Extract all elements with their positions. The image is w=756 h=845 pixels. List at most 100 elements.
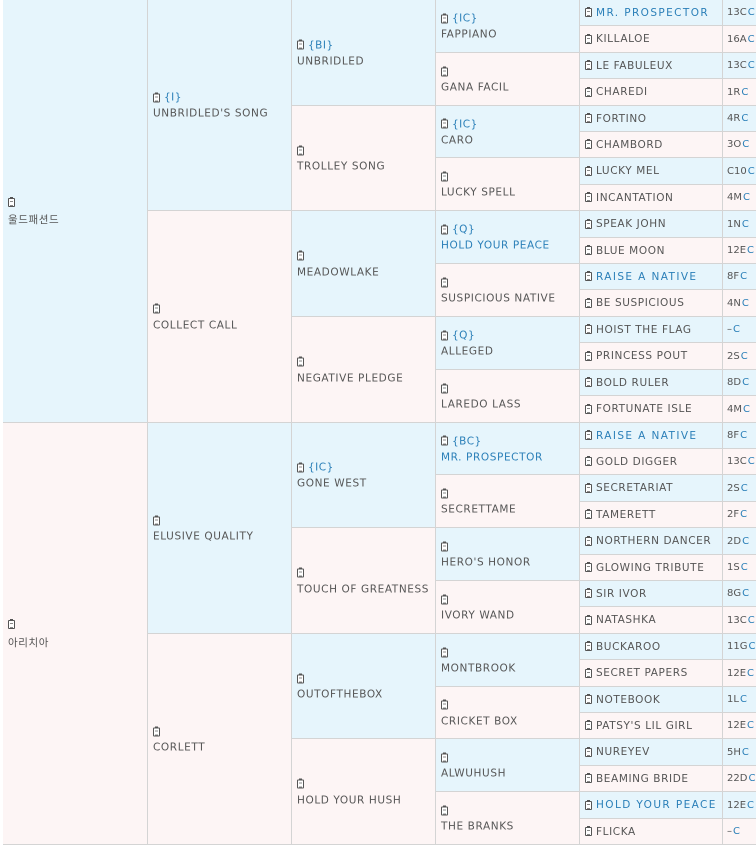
clipboard-icon[interactable] (441, 752, 448, 762)
clipboard-icon[interactable] (585, 826, 592, 836)
family-link[interactable]: C (741, 113, 749, 124)
clipboard-icon[interactable] (585, 350, 592, 361)
clipboard-icon[interactable] (441, 805, 448, 815)
clipboard-icon[interactable] (441, 118, 448, 129)
family-link[interactable]: C (742, 588, 750, 599)
clipboard-icon[interactable] (585, 694, 592, 704)
family-link[interactable]: C (740, 271, 748, 282)
clipboard-icon[interactable] (585, 86, 592, 97)
clipboard-icon[interactable] (585, 324, 592, 334)
clipboard-icon[interactable] (585, 641, 592, 651)
clipboard-icon[interactable] (441, 488, 448, 498)
family-link[interactable]: C (739, 694, 747, 705)
clipboard-icon[interactable] (585, 614, 592, 625)
clipboard-icon[interactable] (585, 245, 592, 255)
family-link[interactable]: C (747, 720, 755, 731)
clipboard-icon[interactable] (585, 139, 592, 149)
family-link[interactable]: C (740, 562, 748, 573)
clipboard-icon[interactable] (441, 277, 448, 287)
family-link[interactable]: C (741, 218, 749, 230)
family-link[interactable]: C (740, 509, 748, 520)
family-link[interactable]: C (741, 297, 749, 309)
clipboard-icon[interactable] (585, 799, 592, 810)
horse-name[interactable]: RAISE A NATIVE (596, 429, 698, 442)
family-link[interactable]: C (747, 667, 755, 679)
clipboard-icon[interactable] (585, 746, 592, 757)
family-link[interactable]: C (742, 377, 750, 388)
clipboard-icon[interactable] (585, 667, 592, 678)
clipboard-icon[interactable] (441, 66, 448, 76)
clipboard-icon[interactable] (585, 773, 592, 783)
family-link[interactable]: C (740, 430, 748, 441)
clipboard-icon[interactable] (585, 218, 592, 229)
clipboard-icon[interactable] (153, 92, 160, 102)
clipboard-icon[interactable] (585, 113, 592, 123)
clipboard-icon[interactable] (585, 7, 592, 17)
horse-name[interactable]: MR. PROSPECTOR (596, 6, 710, 19)
family-link[interactable]: C (747, 456, 755, 467)
family-link[interactable]: C (741, 746, 749, 758)
clipboard-icon[interactable] (585, 297, 592, 308)
family-link[interactable]: C (740, 350, 748, 362)
clipboard-icon[interactable] (585, 403, 592, 414)
horse-name[interactable]: HOLD YOUR PEACE (596, 799, 717, 811)
family-link[interactable]: C (747, 7, 755, 18)
clipboard-icon[interactable] (585, 535, 592, 546)
clipboard-icon[interactable] (441, 594, 448, 604)
clipboard-icon[interactable] (8, 196, 15, 207)
clipboard-icon[interactable] (153, 726, 160, 736)
family-link[interactable]: C (747, 799, 755, 811)
family-link[interactable]: C (742, 535, 750, 547)
clipboard-icon[interactable] (297, 673, 304, 683)
clipboard-icon[interactable] (585, 509, 592, 519)
clipboard-icon[interactable] (297, 356, 304, 367)
horse-name[interactable]: HOLD YOUR PEACE (441, 239, 550, 252)
family-link[interactable]: C (733, 324, 740, 335)
clipboard-icon[interactable] (441, 435, 448, 446)
clipboard-icon[interactable] (297, 462, 304, 472)
family-link[interactable]: C (747, 245, 755, 256)
clipboard-icon[interactable] (441, 13, 448, 23)
clipboard-icon[interactable] (297, 39, 304, 50)
family-link[interactable]: C (747, 33, 755, 45)
family-link[interactable]: C (748, 773, 756, 784)
clipboard-icon[interactable] (153, 303, 160, 314)
clipboard-icon[interactable] (8, 619, 15, 629)
clipboard-icon[interactable] (153, 515, 160, 525)
clipboard-icon[interactable] (441, 171, 448, 181)
family-link[interactable]: C (741, 86, 749, 98)
family-link[interactable]: C (747, 614, 755, 626)
family-link[interactable]: C (747, 165, 755, 177)
clipboard-icon[interactable] (585, 271, 592, 281)
horse-name[interactable]: RAISE A NATIVE (596, 270, 698, 283)
clipboard-icon[interactable] (585, 720, 592, 730)
family-link[interactable]: C (733, 826, 740, 837)
family-link[interactable]: C (747, 60, 755, 71)
clipboard-icon[interactable] (441, 383, 448, 393)
clipboard-icon[interactable] (585, 588, 592, 598)
clipboard-icon[interactable] (585, 456, 592, 466)
clipboard-icon[interactable] (297, 145, 304, 155)
clipboard-icon[interactable] (585, 562, 592, 572)
clipboard-icon[interactable] (441, 647, 448, 657)
clipboard-icon[interactable] (585, 430, 592, 440)
clipboard-icon[interactable] (585, 60, 592, 70)
family-link[interactable]: C (743, 403, 750, 415)
clipboard-icon[interactable] (585, 165, 592, 176)
clipboard-icon[interactable] (441, 541, 448, 551)
clipboard-icon[interactable] (585, 192, 592, 202)
family-link[interactable]: C (743, 192, 750, 203)
clipboard-icon[interactable] (585, 33, 592, 44)
clipboard-icon[interactable] (585, 377, 592, 387)
clipboard-icon[interactable] (441, 699, 448, 710)
family-link[interactable]: C (742, 139, 750, 150)
horse-name[interactable]: MR. PROSPECTOR (441, 451, 543, 463)
clipboard-icon[interactable] (297, 567, 304, 578)
clipboard-icon[interactable] (441, 224, 448, 234)
family-link[interactable]: C (740, 482, 748, 494)
clipboard-icon[interactable] (297, 250, 304, 261)
clipboard-icon[interactable] (585, 482, 592, 493)
clipboard-icon[interactable] (297, 778, 304, 789)
family-link[interactable]: C (748, 641, 756, 652)
clipboard-icon[interactable] (441, 330, 448, 340)
